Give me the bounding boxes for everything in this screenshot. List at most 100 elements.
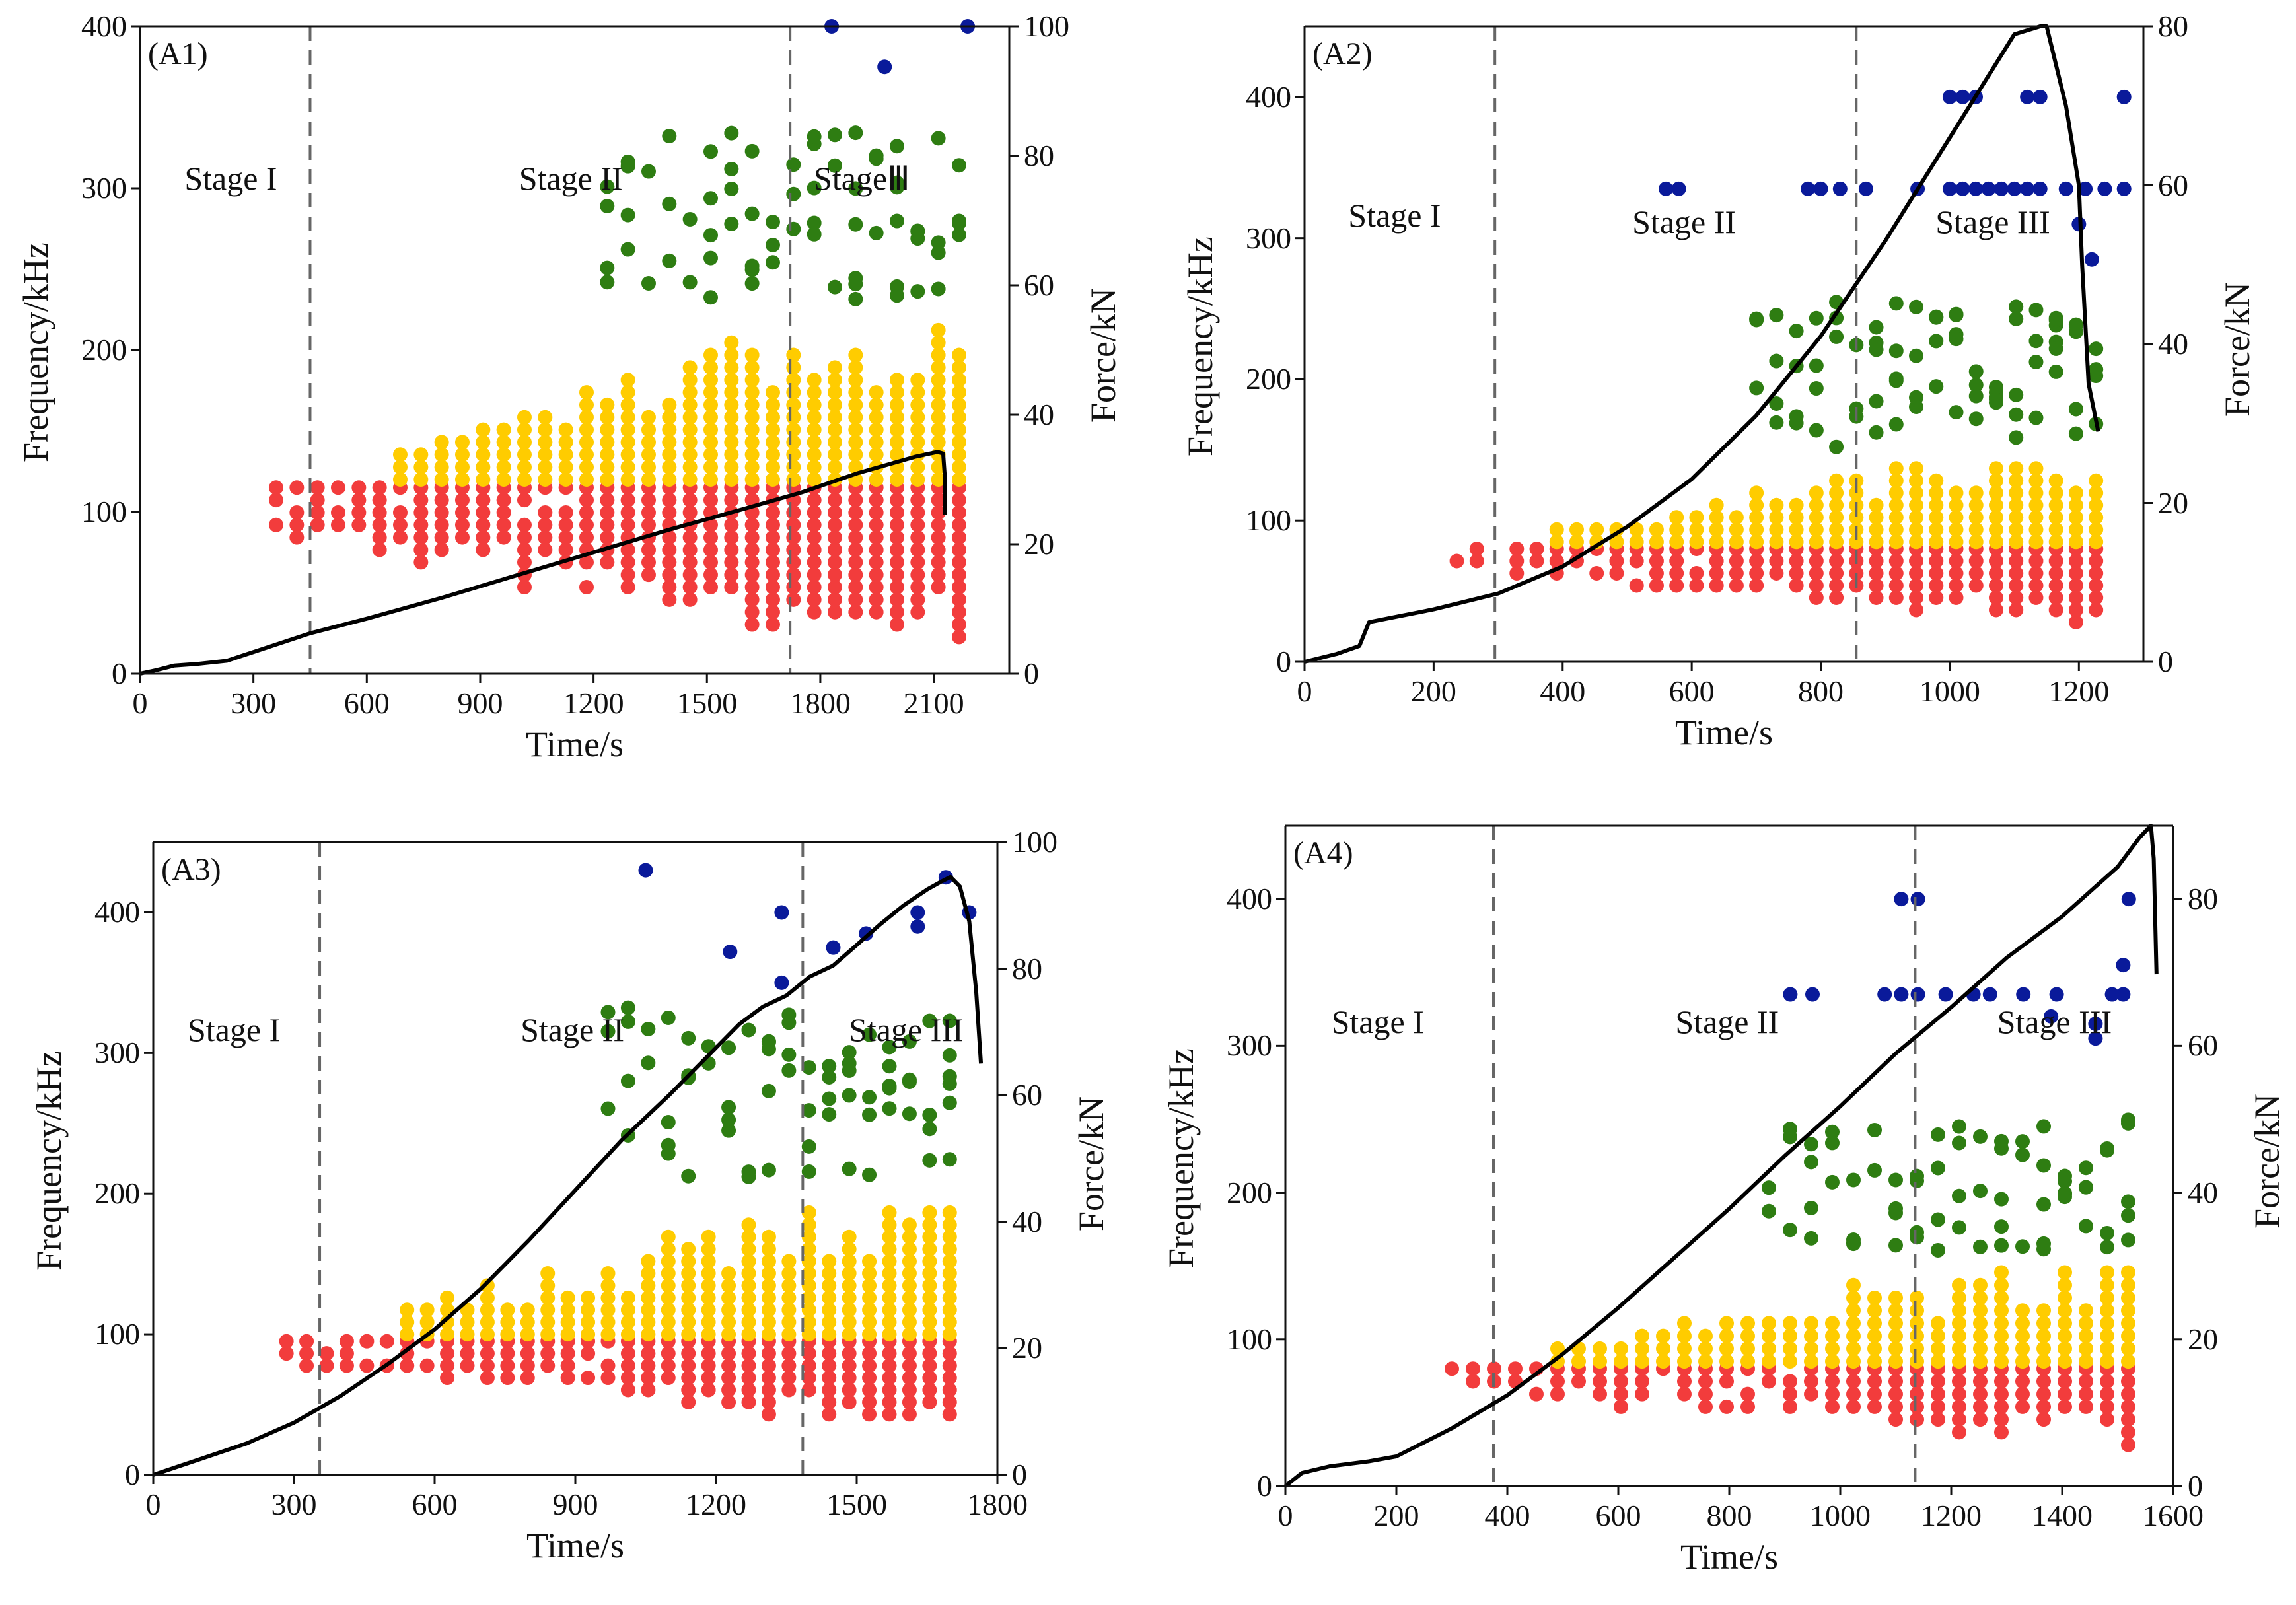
data-point-low [1909,590,1924,605]
data-point-low [476,530,491,545]
data-point-mid [889,410,904,425]
data-point-low [1931,1412,1945,1427]
data-point-low [1509,541,1525,556]
data-point-mid [822,1254,837,1269]
data-point-low [2009,553,2024,569]
data-point-high [1910,1173,1924,1188]
data-point-high [1968,364,1984,379]
data-point-mid [1719,1341,1734,1356]
data-point-low [1719,1374,1734,1389]
data-point-mid [2048,534,2063,550]
data-point-mid [480,1290,495,1305]
data-point-mid [931,373,946,388]
data-point-low [1952,1412,1966,1427]
data-point-mid [741,1278,756,1293]
data-point-low [1783,1399,1797,1414]
data-point-mid [2015,1341,2030,1356]
data-point-mid [1888,473,1904,488]
data-point-mid [1988,510,2003,525]
data-point-mid [1952,1354,1966,1369]
data-point-low [786,530,801,545]
data-point-low [842,1371,857,1386]
data-point-high [741,1022,756,1038]
data-point-mid [703,410,718,425]
data-point-mid [682,422,698,437]
data-point-mid [1931,1328,1945,1343]
data-point-mid [862,1290,877,1305]
data-point-mid [1698,1354,1713,1369]
x-tick-label: 1200 [2048,674,2110,708]
data-point-low [500,1371,515,1386]
data-point-vhigh [2049,987,2064,1002]
data-point-low [620,1382,635,1398]
data-point-low [517,530,532,545]
data-point-low [2100,1399,2114,1414]
data-point-mid [931,360,946,375]
data-point-mid [579,472,594,487]
data-point-mid [822,1327,837,1342]
data-point-high [1825,1174,1840,1190]
data-point-mid [721,1290,736,1305]
data-point-mid [807,472,822,487]
data-point-high [2009,299,2024,314]
data-point-high [842,1055,857,1071]
data-point-low [1677,1374,1692,1389]
data-point-low [889,580,904,595]
data-point-high [761,1162,776,1178]
data-point-low [781,1346,797,1361]
data-point-low [2058,1399,2072,1414]
data-point-low [2048,553,2063,569]
data-point-mid [703,472,718,487]
data-point-mid [517,447,532,462]
data-point-mid [902,1242,917,1257]
data-point-mid [1867,1303,1882,1318]
data-point-mid [931,410,946,425]
data-point-high [641,164,656,179]
data-point-mid [827,373,842,388]
data-point-low [1649,578,1664,593]
data-point-low [721,1346,736,1361]
data-point-mid [1973,1277,1988,1293]
data-point-high [2079,1180,2093,1195]
data-point-low [862,1407,877,1422]
data-point-vhigh [877,59,892,75]
data-point-high [662,129,677,144]
data-point-high [1789,415,1804,431]
data-point-mid [1952,1341,1966,1356]
data-point-mid [2048,522,2063,537]
data-point-mid [703,435,718,450]
data-point-high [801,1139,816,1154]
data-point-high [827,158,842,173]
data-point-low [786,580,801,595]
data-point-mid [951,422,966,437]
data-point-low [744,542,760,557]
data-point-mid [801,1254,816,1269]
data-point-mid [741,1229,756,1244]
data-point-mid [682,472,698,487]
data-point-mid [951,447,966,462]
data-point-mid [902,1217,917,1232]
data-point-mid [1614,1341,1628,1356]
data-point-low [379,1334,394,1349]
data-point-high [620,1000,635,1015]
data-point-mid [2121,1328,2135,1343]
data-point-high [1973,1129,1988,1144]
data-point-low [1508,1361,1523,1376]
data-point-low [1804,1386,1818,1402]
y-tick-label: 100 [81,495,127,528]
data-point-high [600,1024,616,1039]
y-tick-label: 300 [1227,1028,1272,1063]
data-point-mid [2079,1341,2093,1356]
x-tick-label: 400 [1484,1499,1530,1532]
data-point-low [1888,553,1904,569]
data-point-mid [902,1302,917,1318]
data-point-mid [842,1278,857,1293]
data-point-mid [2089,522,2104,537]
data-point-mid [1677,1354,1692,1369]
data-point-low [641,1382,656,1398]
data-point-mid [781,1290,797,1305]
data-point-mid [1968,497,1984,513]
data-point-mid [922,1217,937,1232]
data-point-mid [1846,1290,1861,1305]
data-point-high [1804,1155,1818,1170]
